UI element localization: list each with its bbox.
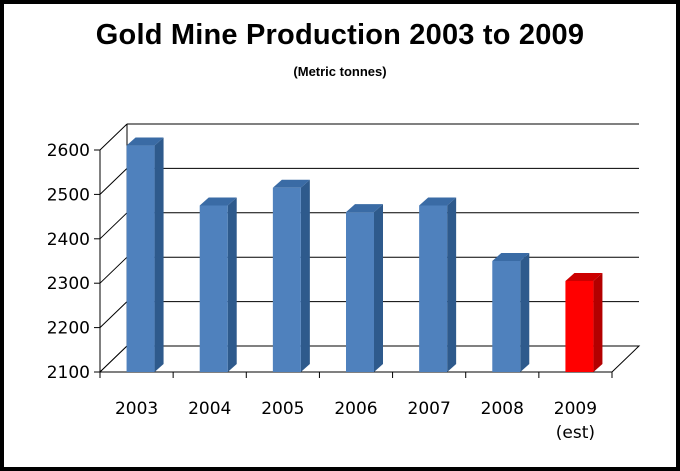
bar-side — [227, 197, 237, 372]
bar-top — [199, 197, 237, 206]
bar-side — [520, 253, 530, 372]
bar-top — [272, 179, 310, 188]
gridline-side — [99, 212, 128, 240]
bar-top — [126, 137, 164, 146]
bar-side — [154, 137, 164, 372]
y-tick-label: 2400 — [47, 230, 90, 250]
labels: 2100 2200 2300 2400 2500 2600 2003 2004 2005 2006… — [47, 141, 597, 443]
x-tick-label: 2007 — [408, 399, 451, 419]
gridline-side — [99, 256, 128, 284]
y-tick-label: 2200 — [47, 319, 90, 339]
bar-front — [492, 261, 521, 372]
bar-top — [346, 204, 383, 213]
gridline-side — [99, 168, 128, 195]
bar — [419, 197, 457, 372]
bar-front — [565, 280, 594, 372]
y-tick-label: 2600 — [47, 141, 90, 161]
x-tick-label: 2003 — [115, 399, 158, 419]
bar — [492, 253, 530, 372]
gridline-side — [99, 301, 128, 328]
bars — [126, 137, 603, 372]
x-tick-label: (est) — [556, 423, 595, 443]
bar-front — [199, 205, 228, 372]
bar — [565, 272, 603, 372]
x-tick-label: 2009 — [554, 399, 597, 419]
bar-top — [419, 197, 457, 206]
bar-side — [447, 197, 457, 372]
x-tick-label: 2005 — [261, 399, 304, 419]
chart-subtitle: (Metric tonnes) — [293, 64, 387, 79]
bar-top — [565, 272, 603, 281]
bar — [199, 197, 237, 372]
bar — [346, 204, 383, 372]
bar-front — [419, 205, 448, 372]
bar-side — [593, 272, 603, 372]
bar — [126, 137, 164, 372]
bar-side — [300, 179, 310, 372]
y-tick-label: 2300 — [47, 274, 90, 294]
chart-title: Gold Mine Production 2003 to 2009 — [95, 19, 585, 51]
y-tick-label: 2500 — [47, 185, 90, 205]
bar-front — [272, 187, 301, 372]
x-tick-label: 2004 — [188, 399, 231, 419]
y-tick-label: 2100 — [47, 363, 90, 383]
x-tick-label: 2008 — [481, 399, 524, 419]
gridline-side — [99, 123, 128, 151]
x-tick-label: 2006 — [334, 399, 377, 419]
bar-top — [492, 253, 530, 261]
bar — [272, 179, 310, 372]
chart-frame — [4, 4, 676, 467]
bar-side — [374, 204, 383, 372]
bar-front — [126, 145, 155, 372]
bar-front — [346, 212, 374, 372]
